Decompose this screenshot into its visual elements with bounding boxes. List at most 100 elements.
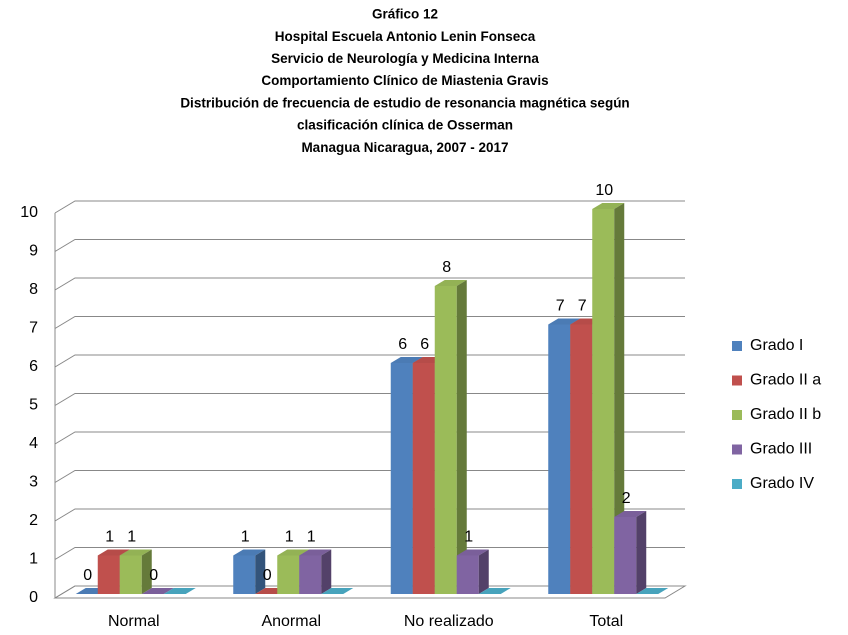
data-label: 10: [595, 182, 613, 199]
bar-top: [434, 280, 467, 286]
bar-front: [233, 555, 256, 594]
bar-front: [614, 517, 637, 594]
y-tick-label: 10: [20, 204, 38, 221]
bar-front: [456, 555, 479, 594]
bar-front: [434, 286, 457, 594]
data-label: 7: [556, 298, 565, 315]
chart-title: Managua Nicaragua, 2007 - 2017: [301, 140, 508, 155]
y-tick-label: 3: [29, 474, 38, 491]
legend-label: Grado II a: [750, 372, 821, 389]
grid-line: [54, 277, 685, 291]
y-tick-label: 9: [29, 243, 38, 260]
legend-label: Grado II b: [750, 406, 821, 423]
bar-front: [570, 324, 593, 594]
bar-side: [456, 280, 467, 594]
bar-front: [390, 363, 413, 594]
bar-top: [592, 203, 625, 209]
bar-front: [412, 363, 435, 594]
bar-side: [141, 549, 152, 594]
bar-front: [119, 555, 142, 594]
data-label: 6: [420, 336, 429, 353]
grid-line: [54, 393, 685, 406]
grid-line: [54, 316, 685, 329]
data-label: 0: [149, 567, 158, 584]
legend-label: Grado III: [750, 441, 812, 458]
data-label: 6: [398, 336, 407, 353]
bar-top: [299, 549, 332, 556]
legend-swatch: [732, 341, 742, 351]
bar-top: [321, 588, 354, 594]
data-label: 2: [622, 490, 631, 507]
chart-title: Gráfico 12: [372, 7, 438, 22]
chart-title: Comportamiento Clínico de Miastenia Grav…: [261, 73, 548, 88]
legend-swatch: [732, 375, 742, 386]
bar: [636, 588, 669, 594]
bar: [614, 511, 647, 594]
data-label: 0: [263, 567, 272, 584]
bar-top: [456, 549, 489, 556]
bar-front: [299, 555, 322, 594]
data-label: 1: [127, 529, 136, 546]
bar-top: [119, 549, 152, 556]
bar-side: [478, 549, 489, 594]
bar-side: [636, 511, 647, 594]
y-tick-label: 7: [29, 320, 38, 337]
data-label: 7: [578, 298, 587, 315]
y-tick-label: 8: [29, 281, 38, 298]
data-label: 1: [285, 529, 294, 546]
legend-swatch: [732, 479, 742, 489]
bar-side: [614, 203, 625, 594]
grid-line: [54, 547, 685, 560]
grid-line: [54, 508, 685, 522]
grid-line: [54, 354, 685, 368]
bar-top: [141, 588, 174, 594]
bar: [141, 588, 174, 594]
y-tick-label: 1: [29, 551, 38, 568]
bar-top: [233, 549, 266, 556]
bar: [119, 549, 152, 594]
chart-title: Hospital Escuela Antonio Lenin Fonseca: [275, 29, 536, 44]
legend-label: Grado IV: [750, 475, 814, 492]
grid-line: [54, 239, 685, 252]
bar: [321, 588, 354, 594]
bar-top: [390, 357, 423, 363]
bar: [434, 280, 467, 594]
data-label: 0: [83, 567, 92, 584]
grid-line: [54, 470, 685, 483]
bar-top: [97, 549, 130, 556]
bar-top: [614, 511, 647, 517]
bar-top: [636, 588, 669, 594]
bar: [163, 588, 196, 594]
bar-side: [321, 549, 332, 594]
bar-top: [163, 588, 196, 594]
legend-swatch: [732, 410, 742, 420]
bar-front: [592, 209, 615, 594]
bar-side: [255, 549, 266, 594]
legend-swatch: [732, 444, 742, 455]
bar: [592, 203, 625, 594]
chart-title: Distribución de frecuencia de estudio de…: [180, 95, 629, 110]
bar: [233, 549, 266, 594]
y-tick-label: 4: [29, 435, 38, 452]
bar-top: [548, 318, 581, 325]
chart-title: Servicio de Neurología y Medicina Intern…: [271, 51, 539, 66]
data-label: 8: [442, 259, 451, 276]
grid-line: [54, 431, 685, 445]
y-tick-label: 0: [29, 589, 38, 606]
bar: [299, 549, 332, 594]
x-tick-label: Normal: [108, 613, 160, 630]
bar: [456, 549, 489, 594]
x-tick-label: Anormal: [261, 613, 321, 630]
data-label: 1: [105, 529, 114, 546]
data-label: 1: [464, 529, 473, 546]
legend-label: Grado I: [750, 337, 803, 354]
y-tick-label: 6: [29, 358, 38, 375]
data-label: 1: [241, 529, 250, 546]
bar-top: [478, 588, 511, 594]
y-tick-label: 2: [29, 512, 38, 529]
bar-front: [97, 555, 120, 594]
bar-top: [277, 549, 310, 556]
chart-title: clasificación clínica de Osserman: [297, 118, 513, 133]
bar: [478, 588, 511, 594]
